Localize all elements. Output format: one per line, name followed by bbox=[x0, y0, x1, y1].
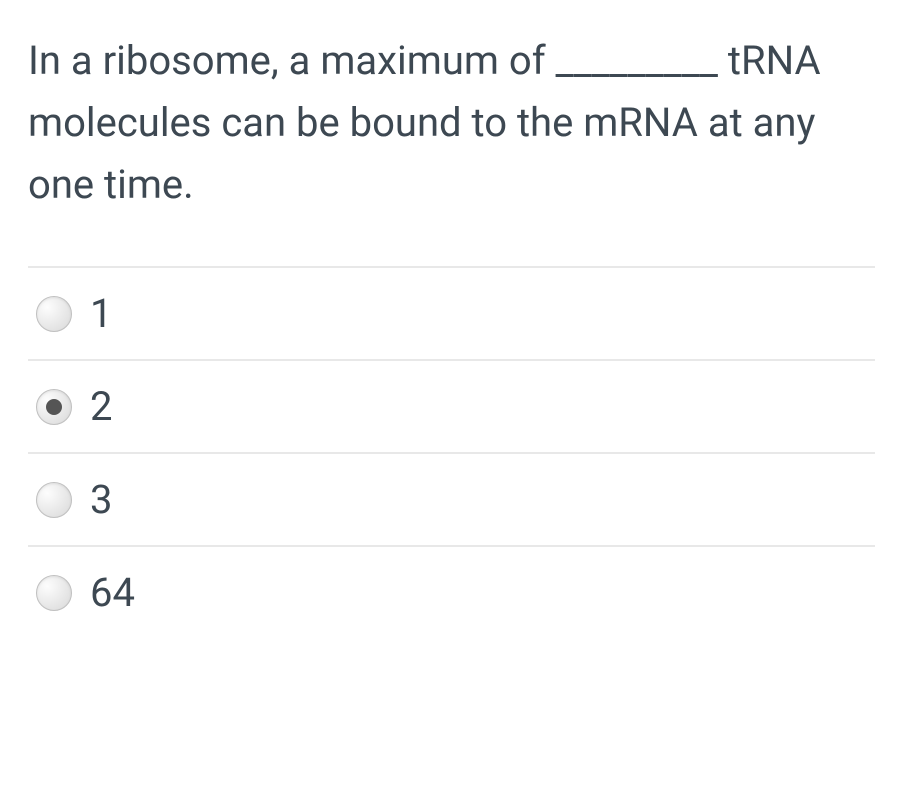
question-text: In a ribosome, a maximum of _________ tR… bbox=[28, 30, 875, 216]
option-label: 1 bbox=[90, 290, 112, 337]
option-row-3[interactable]: 3 bbox=[28, 452, 875, 545]
radio-icon[interactable] bbox=[36, 389, 72, 425]
option-label: 64 bbox=[90, 569, 135, 616]
radio-icon[interactable] bbox=[36, 482, 72, 518]
radio-icon[interactable] bbox=[36, 296, 72, 332]
option-label: 3 bbox=[90, 476, 112, 523]
option-label: 2 bbox=[90, 383, 112, 430]
option-row-2[interactable]: 2 bbox=[28, 359, 875, 452]
option-row-1[interactable]: 1 bbox=[28, 266, 875, 359]
option-row-64[interactable]: 64 bbox=[28, 545, 875, 638]
options-list: 1 2 3 64 bbox=[28, 266, 875, 638]
radio-icon[interactable] bbox=[36, 575, 72, 611]
